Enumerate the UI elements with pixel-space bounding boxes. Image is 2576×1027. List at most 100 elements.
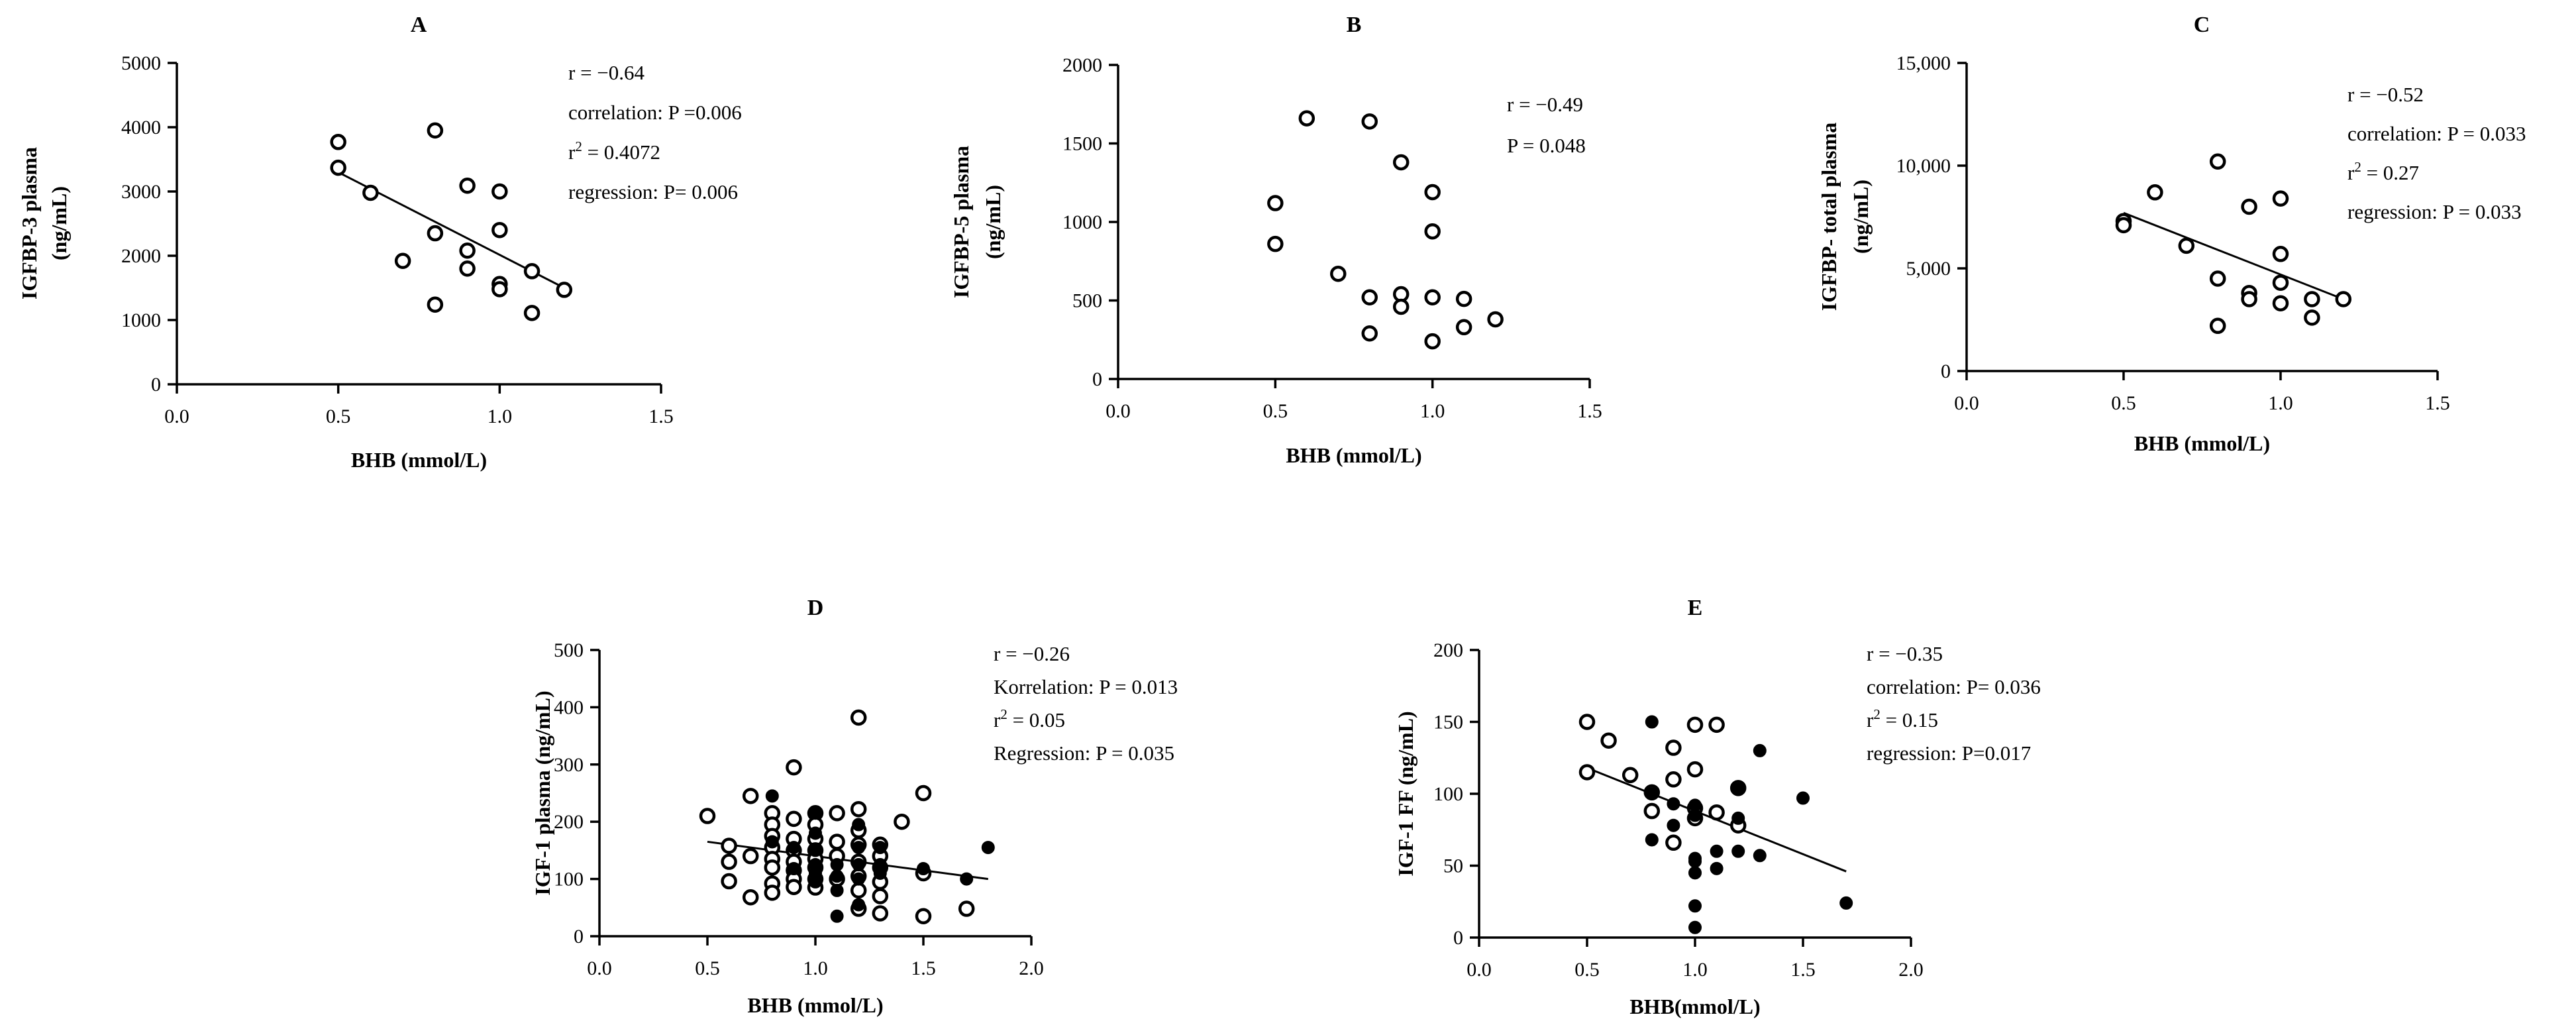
- data-point-filled: [1753, 743, 1767, 757]
- y-axis-label: IGF-1 plasma (ng/mL): [531, 690, 554, 895]
- y-tick-label: 0: [574, 926, 584, 947]
- stat-annotation: r2 = 0.15: [1867, 706, 1938, 731]
- data-point-open: [742, 889, 759, 906]
- x-tick-label: 0.5: [1263, 400, 1288, 422]
- data-point-open: [330, 159, 346, 176]
- data-point-open: [427, 225, 444, 242]
- data-point-open: [1487, 311, 1504, 328]
- regression-line: [2123, 211, 2344, 300]
- stat-annotation: regression: P=0.017: [1867, 741, 2031, 765]
- data-point-filled: [1710, 844, 1724, 858]
- stat-annotation: regression: P= 0.006: [568, 180, 738, 203]
- y-axis-label-units: (ng/mL): [1849, 180, 1873, 254]
- data-point-open: [1455, 290, 1472, 307]
- data-point-open: [1578, 714, 1596, 730]
- y-tick-label: 100: [554, 869, 584, 891]
- stat-annotation: r2 = 0.05: [994, 706, 1065, 731]
- stat-annotation: r = −0.49: [1507, 93, 1583, 116]
- data-point-open: [786, 810, 802, 828]
- data-point-open: [2209, 317, 2226, 335]
- x-tick-label: 0.0: [587, 957, 612, 979]
- panel-title: B: [1347, 13, 1362, 37]
- y-axis-label: IGFBP- total plasma: [1817, 123, 1841, 311]
- data-point-open: [1686, 761, 1704, 778]
- data-point-open: [459, 178, 476, 194]
- data-point-filled: [1688, 920, 1702, 934]
- y-tick-label: 1000: [1062, 211, 1102, 233]
- data-point-filled: [787, 862, 801, 876]
- y-tick-label: 0: [1453, 927, 1463, 949]
- data-point-filled: [809, 806, 822, 820]
- data-point-filled: [809, 843, 822, 857]
- x-tick-label: 1.0: [1420, 400, 1445, 422]
- data-point-filled: [852, 841, 866, 855]
- data-point-open: [872, 905, 889, 922]
- y-tick-label: 5,000: [1906, 258, 1951, 280]
- data-point-open: [786, 879, 802, 895]
- data-point-open: [1424, 223, 1441, 240]
- data-point-open: [427, 296, 444, 313]
- data-point-open: [2304, 309, 2320, 326]
- y-axis-label: IGFBP-5 plasma: [949, 146, 973, 298]
- data-point-open: [1665, 771, 1682, 788]
- data-point-open: [427, 122, 444, 139]
- data-point-open: [2241, 291, 2257, 307]
- stat-annotation: r = −0.52: [2347, 83, 2424, 106]
- data-point-filled: [787, 841, 801, 855]
- data-point-filled: [852, 818, 866, 832]
- y-tick-label: 0: [1092, 368, 1102, 390]
- data-point-filled: [1688, 899, 1702, 913]
- data-point-filled: [830, 883, 844, 897]
- y-axis-label: IGFBP-3 plasma: [17, 147, 41, 299]
- y-tick-label: 200: [1433, 639, 1463, 661]
- data-point-filled: [1645, 787, 1659, 800]
- stat-annotation: r2 = 0.27: [2347, 159, 2419, 184]
- data-point-open: [1455, 319, 1472, 336]
- data-point-filled: [873, 866, 887, 880]
- data-point-open: [958, 900, 975, 917]
- data-point-open: [1686, 716, 1704, 733]
- panel-a: A 0.0 0.5 1.0 1.5 0 1000 2000 3000 4000 5000 BHB (m…: [17, 13, 742, 472]
- data-point-open: [721, 873, 737, 890]
- data-point-open: [1267, 235, 1284, 252]
- data-point-open: [523, 263, 541, 280]
- stat-annotation: Korrelation: P = 0.013: [994, 675, 1178, 698]
- data-point-open: [742, 788, 759, 804]
- y-tick-label: 4000: [121, 117, 161, 138]
- data-point-open: [764, 885, 781, 901]
- y-axis-label-units: (ng/mL): [981, 185, 1005, 259]
- data-point-filled: [765, 789, 779, 803]
- data-point-open: [1424, 289, 1441, 306]
- data-point-open: [850, 709, 867, 726]
- panel-title: C: [2194, 13, 2210, 37]
- x-tick-label: 1.0: [1682, 959, 1708, 981]
- data-point-filled: [830, 909, 844, 923]
- panel-c: C 0.0 0.5 1.0 1.5 0 5,000 10,000 15,000 BHB (mmol…: [1817, 13, 2526, 455]
- data-point-open: [872, 888, 889, 904]
- y-tick-label: 200: [554, 811, 584, 833]
- data-point-open: [1665, 834, 1682, 851]
- data-point-filled: [1645, 833, 1659, 847]
- x-tick-label: 1.5: [2425, 392, 2450, 414]
- data-point-open: [1424, 184, 1441, 201]
- data-point-open: [1708, 804, 1725, 821]
- stat-annotation: correlation: P =0.006: [568, 101, 742, 124]
- stat-annotation: regression: P = 0.033: [2347, 200, 2522, 223]
- y-tick-label: 10,000: [1896, 155, 1951, 177]
- data-point-filled: [1688, 854, 1702, 868]
- stat-annotation: correlation: P= 0.036: [1867, 675, 2041, 698]
- data-point-filled: [1731, 844, 1745, 858]
- y-tick-label: 300: [554, 754, 584, 776]
- x-axis-label: BHB (mmol/L): [2134, 431, 2270, 455]
- y-tick-label: 5000: [121, 52, 161, 74]
- x-tick-label: 2.0: [1019, 957, 1044, 979]
- data-point-filled: [852, 898, 866, 912]
- data-point-open: [2272, 295, 2289, 311]
- stat-annotation: r = −0.64: [568, 61, 645, 84]
- panel-title: A: [411, 13, 427, 37]
- y-axis-label: IGF-1 FF (ng/mL): [1394, 711, 1417, 876]
- stat-annotation: r = −0.26: [994, 642, 1070, 665]
- data-point-open: [786, 759, 802, 776]
- x-axis-label: BHB (mmol/L): [1286, 443, 1421, 467]
- panel-title: D: [807, 596, 824, 620]
